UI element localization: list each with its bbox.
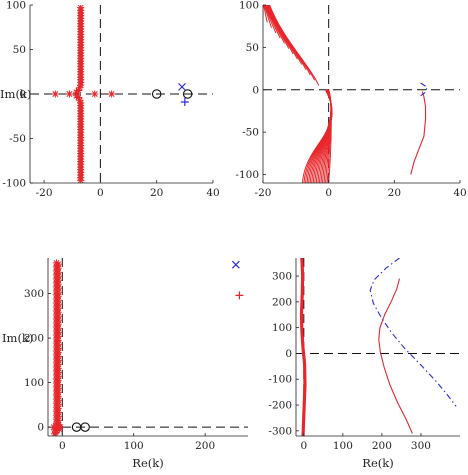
solid-series-line <box>378 278 413 434</box>
y-tick-label: 0 <box>37 422 44 434</box>
trajectory-line <box>268 5 315 81</box>
x-marker <box>178 82 186 91</box>
asterisk-marker <box>76 96 84 104</box>
y-tick-label: 100 <box>239 0 259 12</box>
asterisk-marker <box>55 421 63 429</box>
x-tick-label: 40 <box>206 187 219 199</box>
circle-marker <box>80 422 90 432</box>
x-tick-label: 20 <box>388 187 401 199</box>
y-tick-label: 50 <box>246 42 259 54</box>
y-axis-label: Im(k) <box>0 87 31 101</box>
asterisk-marker <box>50 423 58 431</box>
y-tick-label: 300 <box>24 288 44 300</box>
asterisk-marker <box>91 90 99 98</box>
x-tick-label: 20 <box>150 187 163 199</box>
asterisk-marker <box>55 425 64 433</box>
y-tick-label: -200 <box>268 400 292 412</box>
x-tick-label: 40 <box>453 187 466 199</box>
y-tick-label: -100 <box>2 178 26 190</box>
asterisk-marker <box>77 81 85 89</box>
x-tick-label: 0 <box>325 187 332 199</box>
plot-area <box>263 5 460 183</box>
asterisk-marker <box>77 99 85 107</box>
x-tick-label: 300 <box>411 440 431 452</box>
y-axis-label: Im(k) <box>2 331 33 345</box>
plot-area <box>296 258 460 436</box>
plot-area <box>30 5 213 183</box>
solid-series-line <box>410 91 427 175</box>
x-tick-label: 0 <box>59 440 66 452</box>
y-tick-label: 100 <box>6 0 26 12</box>
trajectory-line <box>268 5 311 76</box>
panel-bottom-left: 0 100 200 0 100 200 300 Re(k) Im(k) <box>2 258 248 470</box>
y-tick-label: 200 <box>24 333 44 345</box>
panel-top-right: -20 0 20 40 -100 -50 0 50 100 <box>235 0 466 199</box>
panel-bottom-right: 0 100 200 300 -300 -200 -100 0 100 200 300 Re(k) <box>268 258 460 470</box>
y-tick-label: -100 <box>268 374 292 386</box>
asterisk-marker <box>52 259 61 267</box>
x-tick-label: 0 <box>300 440 307 452</box>
x-axis-label: Re(k) <box>362 456 393 470</box>
x-tick-label: 100 <box>124 440 144 452</box>
trajectory-cluster-line <box>301 258 307 436</box>
dashdot-series-line <box>369 258 457 407</box>
y-tick-label: -50 <box>242 127 259 139</box>
asterisk-marker <box>56 423 64 431</box>
x-axis-label: Re(k) <box>132 456 163 470</box>
trajectory-line <box>269 5 320 86</box>
y-tick-label: 200 <box>272 296 292 308</box>
y-tick-label: -50 <box>9 133 26 145</box>
dashdot-series-line <box>420 82 428 97</box>
panel-top-left: -20 0 20 40 -100 -50 0 50 100 Im(k) <box>0 0 220 199</box>
x-tick-label: 100 <box>333 440 353 452</box>
x-tick-label: 0 <box>97 187 104 199</box>
asterisk-marker <box>51 90 59 98</box>
asterisk-marker <box>108 90 116 98</box>
asterisk-marker <box>76 84 84 92</box>
x-tick-label: 200 <box>372 440 392 452</box>
x-marker <box>231 260 240 269</box>
trajectory-line <box>328 89 332 183</box>
y-tick-label: -100 <box>235 169 259 181</box>
plus-marker <box>235 291 244 300</box>
y-tick-label: 300 <box>272 271 292 283</box>
x-tick-label: 200 <box>195 440 215 452</box>
y-tick-label: -300 <box>268 425 292 437</box>
y-tick-label: 0 <box>285 348 292 360</box>
plus-marker <box>180 98 189 107</box>
y-tick-label: 50 <box>13 44 26 56</box>
circle-marker <box>151 89 162 99</box>
plot-area <box>48 258 248 436</box>
circle-marker <box>182 89 193 99</box>
x-tick-label: -20 <box>36 187 53 199</box>
asterisk-marker <box>65 90 74 98</box>
y-tick-label: 0 <box>19 89 26 101</box>
y-tick-label: 100 <box>272 322 292 334</box>
trajectory-line <box>263 5 268 23</box>
asterisk-marker <box>72 92 81 100</box>
y-tick-label: 0 <box>252 84 259 96</box>
trajectory-line <box>263 5 273 28</box>
x-tick-label: -20 <box>255 187 272 199</box>
y-tick-label: 100 <box>24 377 44 389</box>
